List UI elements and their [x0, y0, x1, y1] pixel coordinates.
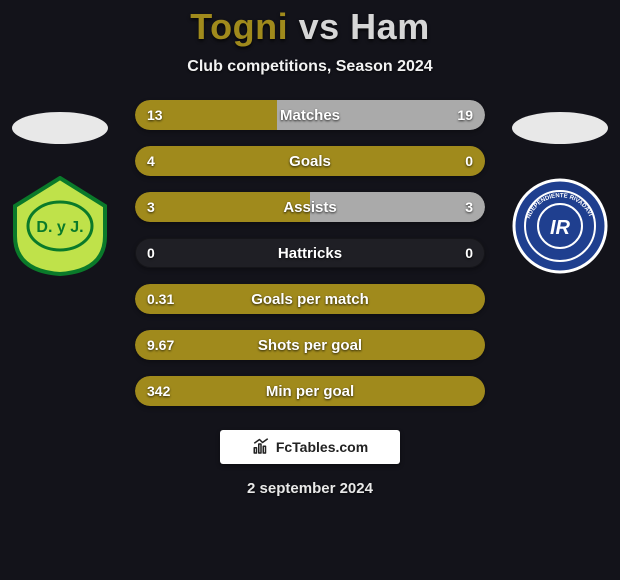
stat-fill-left [135, 192, 310, 222]
stat-fill-right [310, 192, 485, 222]
stat-bar: 40Goals [135, 146, 485, 176]
right-player-column: IR INDEPENDIENTE RIVADAVIA [500, 110, 620, 276]
stat-fill-left [135, 284, 485, 314]
brand-badge: FcTables.com [220, 430, 400, 464]
stat-bar: 1319Matches [135, 100, 485, 130]
player-left-name: Togni [190, 6, 288, 47]
chart-icon [252, 438, 270, 456]
stat-bar: 9.67Shots per goal [135, 330, 485, 360]
date-text: 2 september 2024 [0, 480, 620, 497]
subtitle: Club competitions, Season 2024 [0, 58, 620, 76]
club-badge-left-text: D. y J. [36, 219, 83, 236]
stat-value-right: 0 [465, 238, 473, 268]
vs-separator: vs [299, 6, 340, 47]
page-title: Togni vs Ham [0, 6, 620, 48]
stat-label: Hattricks [135, 238, 485, 268]
stat-fill-left [135, 330, 485, 360]
player-silhouette-icon [510, 110, 610, 146]
stat-fill-right [277, 100, 485, 130]
left-player-column: D. y J. [0, 110, 120, 276]
club-badge-right-text: IR [550, 217, 571, 239]
stat-bars: 1319Matches 40Goals 33Assists 0 0Hattricks 0.… [135, 100, 485, 406]
club-badge-right: IR INDEPENDIENTE RIVADAVIA [510, 176, 610, 276]
club-badge-left: D. y J. [10, 176, 110, 276]
comparison-card: Togni vs Ham Club competitions, Season 2… [0, 0, 620, 580]
brand-text: FcTables.com [276, 439, 368, 455]
stat-value-left: 0 [147, 238, 155, 268]
stat-bar: 0 0Hattricks [135, 238, 485, 268]
stat-fill-left [135, 376, 485, 406]
stat-fill-left [135, 100, 277, 130]
player-silhouette-icon [10, 110, 110, 146]
stat-bar: 0.31Goals per match [135, 284, 485, 314]
stat-bar: 33Assists [135, 192, 485, 222]
stat-fill-left [135, 146, 485, 176]
player-right-name: Ham [350, 6, 430, 47]
stat-bar: 342Min per goal [135, 376, 485, 406]
